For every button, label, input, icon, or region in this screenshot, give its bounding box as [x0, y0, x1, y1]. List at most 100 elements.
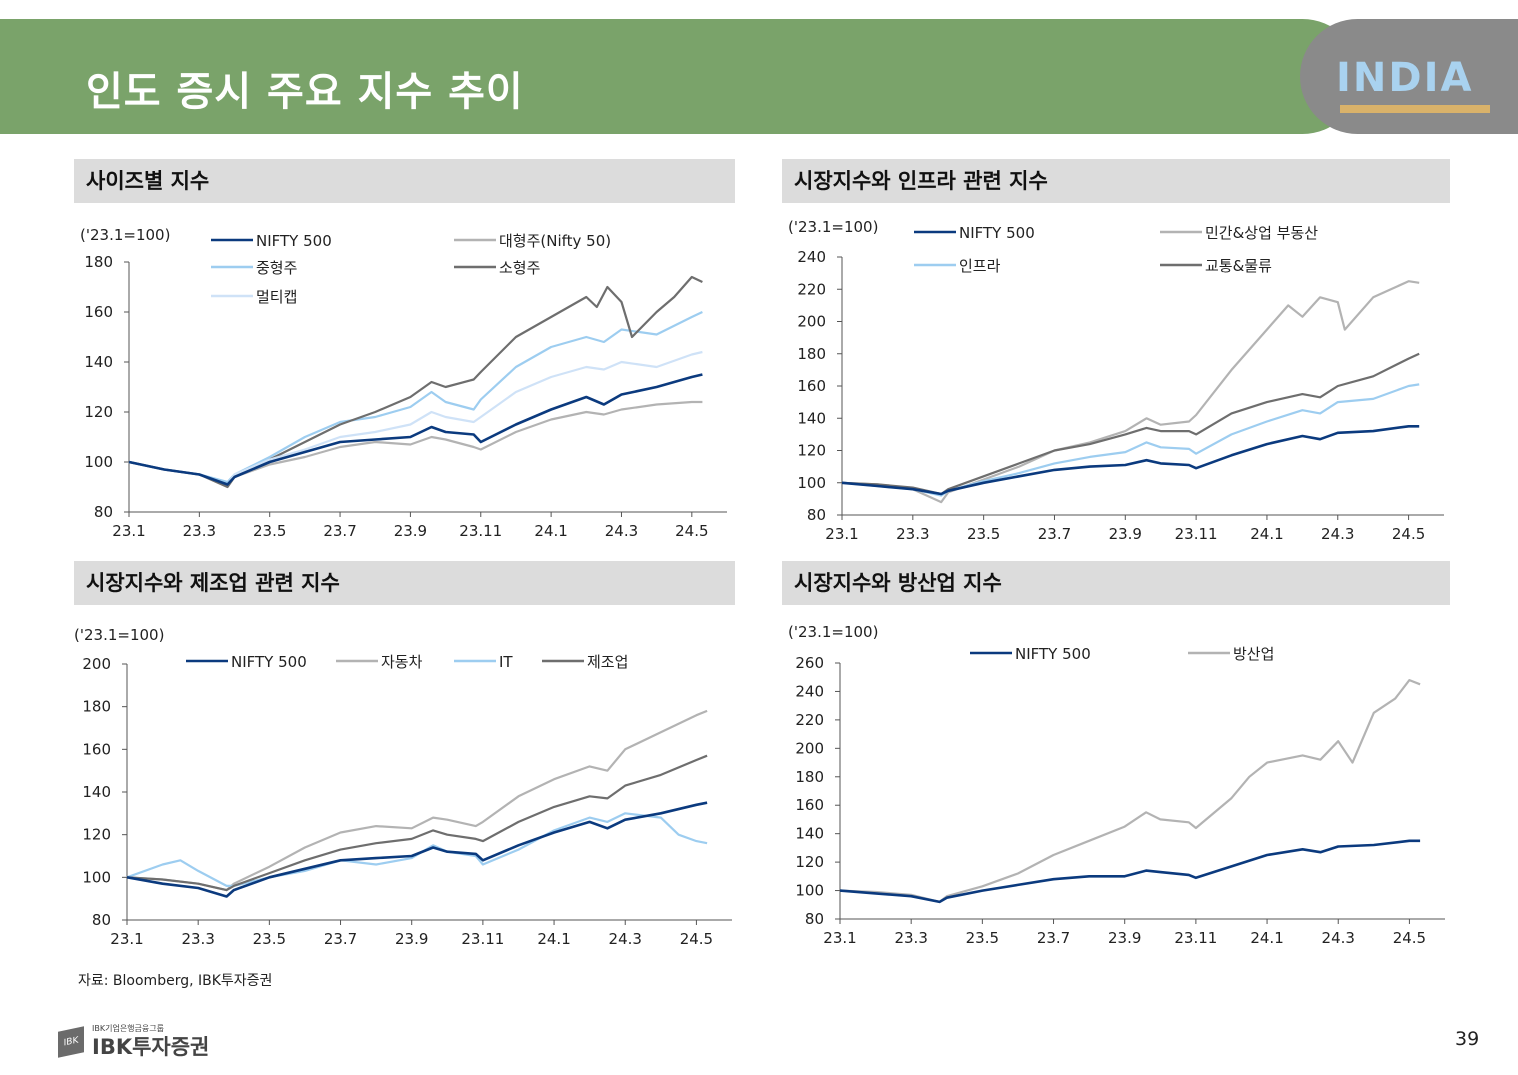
x-tick-label: 23.1 — [112, 522, 145, 540]
y-tick-label: 260 — [795, 654, 824, 672]
legend-label: 자동차 — [381, 653, 423, 671]
y-tick-label: 220 — [797, 280, 826, 298]
y-tick-label: 160 — [82, 740, 111, 758]
x-tick-label: 23.11 — [461, 930, 504, 948]
x-tick-label: 23.7 — [1037, 929, 1070, 947]
legend-label: 멀티캡 — [256, 288, 297, 306]
x-tick-label: 23.1 — [110, 930, 143, 948]
y-tick-label: 80 — [92, 911, 111, 929]
legend-label: 중형주 — [256, 259, 297, 277]
y-tick-label: 140 — [82, 783, 111, 801]
x-tick-label: 23.3 — [896, 525, 929, 543]
y-tick-label: 100 — [795, 882, 824, 900]
series-line — [839, 678, 1421, 903]
y-tick-label: 200 — [795, 739, 824, 757]
legend-label: NIFTY 500 — [1015, 645, 1091, 663]
skyline-decoration — [1340, 105, 1490, 113]
x-tick-label: 23.9 — [1108, 929, 1141, 947]
y-tick-label: 120 — [795, 853, 824, 871]
y-tick-label: 180 — [797, 345, 826, 363]
unit-label: ('23.1=100) — [788, 623, 878, 641]
legend-label: 인프라 — [959, 257, 1001, 275]
x-tick-label: 23.9 — [1109, 525, 1142, 543]
legend-label: 소형주 — [499, 259, 540, 277]
legend-label: 대형주(Nifty 50) — [499, 232, 611, 250]
brand-logo-mark: IBK — [58, 1026, 84, 1058]
y-tick-label: 240 — [795, 682, 824, 700]
x-tick-label: 24.1 — [1250, 929, 1283, 947]
x-tick-label: 24.3 — [1322, 929, 1355, 947]
y-tick-label: 200 — [82, 655, 111, 673]
y-tick-label: 120 — [82, 826, 111, 844]
chart-manufacturing-index: 80 100 120 140 160 180 200 23.1 23.3 23.5 23.7 23.9… — [74, 626, 732, 948]
x-tick-label: 23.7 — [323, 522, 356, 540]
panel-title-size-index: 사이즈별 지수 — [74, 159, 735, 203]
panel-title-infra-index: 시장지수와 인프라 관련 지수 — [782, 159, 1450, 203]
x-tick-label: 23.7 — [1038, 525, 1071, 543]
series-line — [126, 812, 708, 887]
page-number: 39 — [1455, 1028, 1480, 1050]
series-line — [841, 352, 1420, 496]
y-tick-label: 120 — [797, 442, 826, 460]
x-tick-label: 23.5 — [253, 522, 286, 540]
x-tick-label: 24.3 — [605, 522, 638, 540]
page-title: 인도 증시 주요 지수 추이 — [86, 69, 524, 115]
x-tick-label: 24.3 — [609, 930, 642, 948]
x-tick-label: 24.5 — [1393, 929, 1426, 947]
x-tick-label: 24.1 — [1250, 525, 1283, 543]
page-header: 인도 증시 주요 지수 추이 INDIA — [0, 19, 1518, 134]
x-tick-label: 23.1 — [823, 929, 856, 947]
legend-label: 제조업 — [587, 653, 628, 671]
x-tick-label: 24.3 — [1321, 525, 1354, 543]
x-tick-label: 24.5 — [675, 522, 708, 540]
legend-label: 교통&물류 — [1205, 257, 1272, 275]
x-tick-label: 23.9 — [395, 930, 428, 948]
y-tick-label: 160 — [795, 796, 824, 814]
y-tick-label: 120 — [84, 403, 113, 421]
x-tick-label: 23.7 — [324, 930, 357, 948]
chart-size-index: 80 100 120 140 160 180 23.1 23.3 23.5 23.7 23.9 23.… — [80, 226, 727, 540]
unit-label: ('23.1=100) — [74, 626, 164, 644]
y-tick-label: 100 — [82, 868, 111, 886]
x-tick-label: 23.11 — [1174, 929, 1217, 947]
y-tick-label: 180 — [84, 253, 113, 271]
x-tick-label: 24.1 — [534, 522, 567, 540]
y-tick-label: 200 — [797, 313, 826, 331]
x-tick-label: 23.1 — [825, 525, 858, 543]
series-line — [126, 709, 708, 892]
y-tick-label: 80 — [807, 506, 826, 524]
x-tick-label: 23.9 — [394, 522, 427, 540]
series-line — [128, 373, 703, 486]
series-line — [126, 754, 708, 892]
legend-label: NIFTY 500 — [231, 653, 307, 671]
legend-label: 방산업 — [1233, 645, 1274, 663]
legend-label: NIFTY 500 — [959, 224, 1035, 242]
y-tick-label: 160 — [797, 377, 826, 395]
series-line — [839, 839, 1421, 904]
y-tick-label: 180 — [795, 768, 824, 786]
x-tick-label: 23.3 — [183, 522, 216, 540]
series-line — [841, 280, 1420, 504]
source-note: 자료: Bloomberg, IBK투자증권 — [78, 973, 273, 989]
y-tick-label: 140 — [797, 409, 826, 427]
series-line — [128, 275, 703, 489]
chart-infra-index: 80 100 120 140 160 180 200 220 240 23.1 23.3 23.5 23… — [788, 218, 1444, 543]
unit-label: ('23.1=100) — [80, 226, 170, 244]
y-tick-label: 100 — [84, 453, 113, 471]
y-tick-label: 80 — [805, 910, 824, 928]
legend-label: NIFTY 500 — [256, 232, 332, 250]
x-tick-label: 23.5 — [253, 930, 286, 948]
panel-title-manufacturing-index: 시장지수와 제조업 관련 지수 — [74, 561, 735, 605]
india-logo: INDIA — [1336, 55, 1474, 101]
series-line — [128, 350, 703, 486]
series-line — [841, 425, 1420, 496]
header-logo-area — [1300, 19, 1518, 134]
y-tick-label: 140 — [795, 825, 824, 843]
series-line — [126, 801, 708, 898]
x-tick-label: 23.5 — [967, 525, 1000, 543]
x-tick-label: 23.3 — [181, 930, 214, 948]
x-tick-label: 24.1 — [537, 930, 570, 948]
x-tick-label: 23.5 — [966, 929, 999, 947]
legend-label: 민간&상업 부동산 — [1205, 224, 1318, 242]
x-tick-label: 23.3 — [894, 929, 927, 947]
